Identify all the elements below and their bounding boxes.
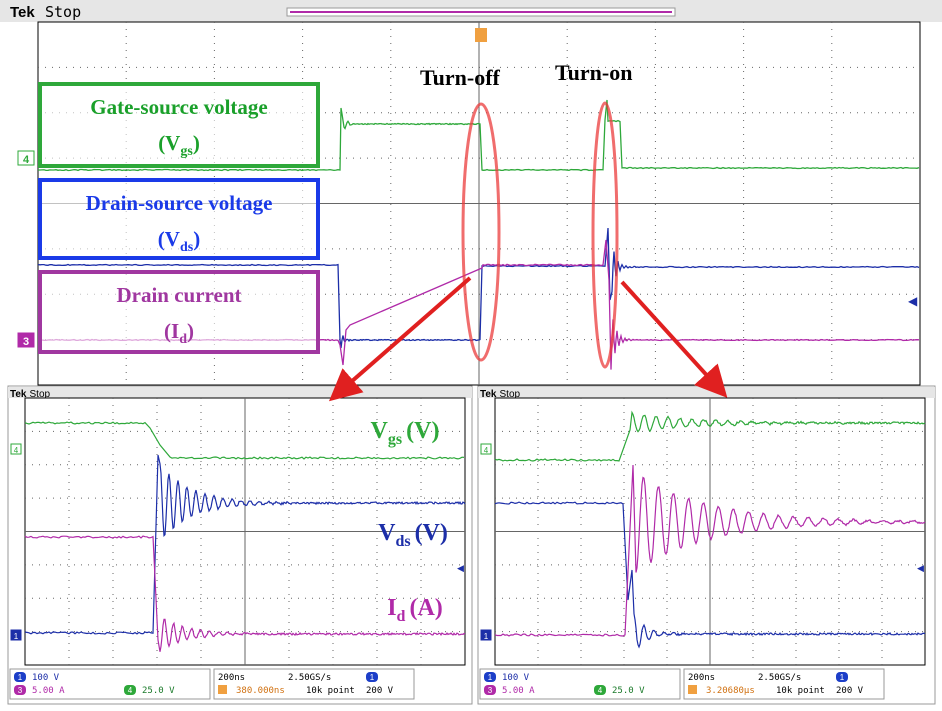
brand: Tek (480, 389, 497, 400)
trigger-position: 380.000ns (236, 686, 285, 696)
timebase: 200ns (218, 673, 245, 683)
channel-marker-label: 4 (23, 154, 30, 166)
cursor-marker: ◀ (908, 294, 918, 308)
symbol: ) (193, 131, 200, 155)
brand: Tek (10, 4, 35, 21)
cursor-marker: ◀ (457, 563, 464, 573)
turn-off-label: Turn-off (420, 65, 501, 90)
subscript: gs (180, 144, 193, 159)
channel-marker-label: 1 (484, 632, 489, 641)
trigger-icon (218, 685, 227, 694)
channel-marker-label: 1 (14, 632, 19, 641)
cursor-marker: ◀ (917, 563, 924, 573)
channel-badge-label: 4 (598, 686, 603, 695)
ch4-scale: 25.0 V (142, 686, 175, 696)
trigger-level: 200 V (836, 686, 864, 696)
timebase: 200ns (688, 673, 715, 683)
symbol: (V (158, 227, 180, 251)
channel-badge-label: 1 (370, 673, 375, 682)
channel-badge-label: 1 (488, 673, 493, 682)
ch1-scale: 100 V (502, 673, 530, 683)
trigger-level: 200 V (366, 686, 394, 696)
ch1-scale: 100 V (32, 673, 60, 683)
trigger-marker (475, 28, 487, 42)
panel-header (8, 387, 472, 398)
sample-rate: 2.50GS/s (758, 673, 801, 683)
symbol: (I (164, 319, 179, 343)
subscript: d (179, 332, 187, 347)
symbol: I (387, 595, 396, 621)
symbol: V (371, 418, 389, 444)
record-length: 10k point (776, 686, 825, 696)
subscript: ds (180, 240, 194, 255)
channel-marker-label: 3 (23, 336, 29, 348)
symbol: (V (158, 131, 180, 155)
unit: (A) (409, 595, 442, 621)
sample-rate: 2.50GS/s (288, 673, 331, 683)
symbol: ) (193, 227, 200, 251)
box-title: Drain-source voltage (86, 191, 273, 215)
box-title: Gate-source voltage (90, 95, 267, 119)
scope-figure: TekStop◀43Gate-source voltage(Vgs)Drain-… (0, 0, 942, 711)
panel-header (478, 387, 935, 398)
box-symbol: (Vds) (158, 227, 200, 255)
channel-badge-label: 4 (128, 686, 133, 695)
channel-badge-label: 3 (18, 686, 23, 695)
trigger-icon (688, 685, 697, 694)
symbol: ) (187, 319, 194, 343)
channel-marker-label: 4 (14, 446, 19, 455)
channel-badge-label: 1 (18, 673, 23, 682)
subscript: gs (388, 431, 402, 448)
ch3-scale: 5.00 A (502, 686, 535, 696)
symbol: V (378, 520, 396, 546)
unit: (V) (415, 520, 448, 546)
trace-label: Id(A) (387, 595, 443, 625)
channel-marker-label: 4 (484, 446, 489, 455)
box-symbol: (Id) (164, 319, 194, 347)
box-title: Drain current (116, 283, 241, 307)
unit: (V) (406, 418, 439, 444)
channel-badge-label: 1 (840, 673, 845, 682)
channel-badge-label: 3 (488, 686, 493, 695)
state: Stop (45, 3, 81, 21)
box-symbol: (Vgs) (158, 131, 200, 159)
turn-on-label: Turn-on (555, 60, 632, 85)
subscript: d (397, 608, 406, 625)
subscript: ds (395, 533, 410, 550)
ch4-scale: 25.0 V (612, 686, 645, 696)
trigger-position: 3.20680µs (706, 686, 755, 696)
brand: Tek (10, 389, 27, 400)
record-length: 10k point (306, 686, 355, 696)
ch3-scale: 5.00 A (32, 686, 65, 696)
